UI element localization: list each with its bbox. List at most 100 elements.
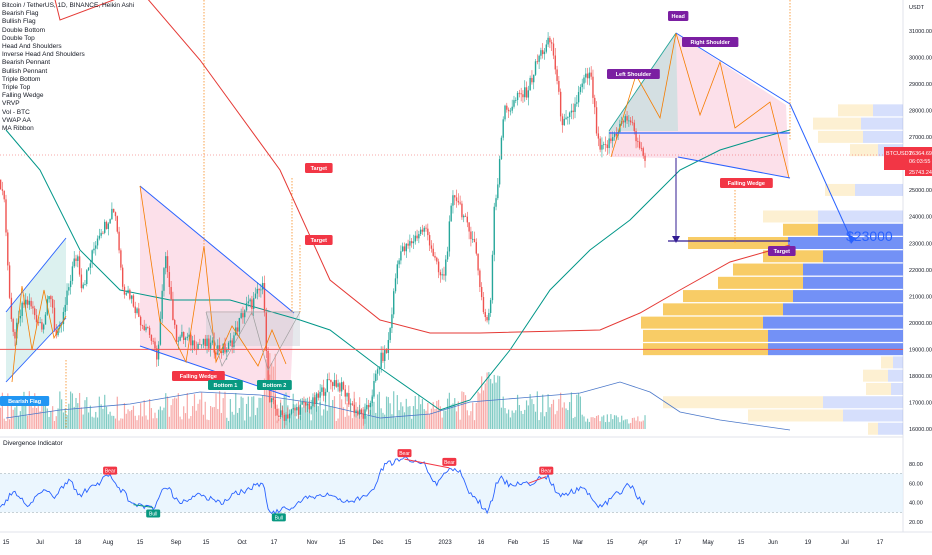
candle-body bbox=[114, 212, 117, 217]
indicator-legend-item[interactable]: MA Ribbon bbox=[2, 125, 34, 133]
indicator-legend-item[interactable]: VRVP bbox=[2, 100, 20, 108]
volume-bar bbox=[19, 411, 21, 429]
volume-bar bbox=[204, 401, 206, 429]
candle-body bbox=[448, 221, 451, 252]
time-tick-label: 15 bbox=[137, 540, 144, 546]
indicator-legend-item[interactable]: VWAP AA bbox=[2, 116, 31, 124]
candle-body bbox=[204, 338, 206, 347]
volume-bar bbox=[317, 406, 319, 429]
candle-body bbox=[520, 93, 522, 95]
volume-bar bbox=[450, 404, 452, 429]
volume-bar bbox=[98, 396, 100, 429]
volume-bar bbox=[520, 410, 522, 429]
candle-body bbox=[606, 144, 609, 149]
candle-body bbox=[515, 100, 517, 101]
volume-bar bbox=[563, 402, 565, 429]
volume-bar bbox=[186, 393, 188, 429]
volume-bar bbox=[262, 395, 264, 429]
bearish-flag-upper bbox=[5, 237, 67, 313]
candle-body bbox=[299, 404, 302, 415]
candle-body bbox=[437, 261, 440, 273]
indicator-legend-item[interactable]: Bearish Flag bbox=[2, 10, 39, 18]
candle-body bbox=[73, 258, 75, 267]
candle-body bbox=[150, 334, 153, 341]
candle-body bbox=[245, 303, 248, 311]
indicator-legend: Bitcoin / TetherUS, 1D, BINANCE, Heikin … bbox=[2, 2, 134, 133]
volume-bar bbox=[39, 411, 41, 429]
divergence-signal-bg bbox=[397, 449, 412, 458]
candle-body bbox=[315, 393, 318, 404]
volume-bar bbox=[0, 407, 2, 429]
candle-body bbox=[105, 221, 108, 229]
indicator-legend-item[interactable]: Triple Bottom bbox=[2, 75, 41, 83]
volume-bar bbox=[394, 417, 397, 429]
candle-body bbox=[200, 344, 203, 346]
indicator-legend-item[interactable]: Bullish Pennant bbox=[2, 67, 48, 75]
pattern-label-bg bbox=[305, 235, 333, 245]
candle-body bbox=[28, 300, 31, 305]
volume-bar bbox=[111, 415, 113, 429]
volume-bar bbox=[312, 399, 314, 429]
candle-body bbox=[464, 215, 467, 217]
candle-body bbox=[353, 404, 355, 413]
candle-body bbox=[574, 103, 576, 112]
candle-body bbox=[324, 392, 327, 396]
volume-bar bbox=[68, 403, 70, 429]
volume-bar bbox=[57, 408, 59, 429]
volume-bar bbox=[202, 414, 205, 429]
indicator-legend-item[interactable]: Double Bottom bbox=[2, 26, 45, 34]
time-tick-label: 15 bbox=[738, 540, 745, 546]
symbol-title[interactable]: Bitcoin / TetherUS, 1D, BINANCE, Heikin … bbox=[2, 2, 135, 9]
indicator-legend-item[interactable]: Bullish Flag bbox=[2, 18, 36, 26]
candle-body bbox=[540, 50, 542, 56]
indicator-legend-item[interactable]: Vol - BTC bbox=[2, 108, 30, 116]
candle-body bbox=[599, 138, 601, 150]
volume-bar bbox=[140, 403, 142, 429]
pattern-label-bg bbox=[257, 380, 292, 390]
volume-bar bbox=[439, 406, 441, 429]
volume-bar bbox=[644, 415, 646, 429]
candle-body bbox=[95, 245, 97, 249]
indicator-legend-item[interactable]: Inverse Head And Shoulders bbox=[2, 51, 85, 59]
volume-bar bbox=[385, 396, 388, 429]
indicator-legend-item[interactable]: Falling Wedge bbox=[2, 92, 44, 100]
volume-bar bbox=[543, 416, 546, 429]
volume-profile-down bbox=[893, 356, 903, 369]
candle-body bbox=[342, 382, 345, 390]
candle-body bbox=[425, 227, 427, 229]
candle-body bbox=[163, 268, 165, 291]
indicator-legend-item[interactable]: Triple Top bbox=[2, 84, 31, 92]
volume-bar bbox=[475, 402, 477, 429]
indicator-legend-item[interactable]: Double Top bbox=[2, 34, 35, 42]
candle-body bbox=[642, 148, 644, 156]
price-tick-label: 22000.00 bbox=[909, 268, 932, 274]
volume-bar bbox=[565, 408, 567, 429]
volume-bar bbox=[44, 401, 47, 429]
candle-body bbox=[583, 77, 585, 84]
volume-profile-down bbox=[818, 223, 903, 236]
volume-bar bbox=[30, 396, 32, 429]
indicator-legend-item[interactable]: Head And Shoulders bbox=[2, 43, 62, 51]
volume-bar bbox=[236, 412, 239, 429]
candle-body bbox=[141, 325, 144, 326]
volume-bar bbox=[595, 415, 598, 429]
candle-body bbox=[26, 299, 29, 305]
candle-body bbox=[170, 286, 172, 300]
last-price-countdown: 06:03:55 bbox=[909, 159, 930, 165]
indicator-legend-item[interactable]: Bearish Pennant bbox=[2, 59, 51, 67]
volume-bar bbox=[497, 375, 499, 429]
volume-bar bbox=[219, 391, 221, 429]
volume-bar bbox=[418, 395, 420, 429]
volume-bar bbox=[143, 400, 145, 429]
candle-body bbox=[53, 307, 56, 330]
candle-body bbox=[498, 159, 501, 185]
time-tick-label: Apr bbox=[638, 540, 647, 546]
volume-bar bbox=[351, 418, 354, 429]
candle-body bbox=[629, 120, 632, 123]
volume-bar bbox=[613, 415, 616, 429]
volume-bar bbox=[459, 419, 461, 429]
candle-body bbox=[34, 308, 36, 316]
pattern-label-bg bbox=[208, 380, 243, 390]
